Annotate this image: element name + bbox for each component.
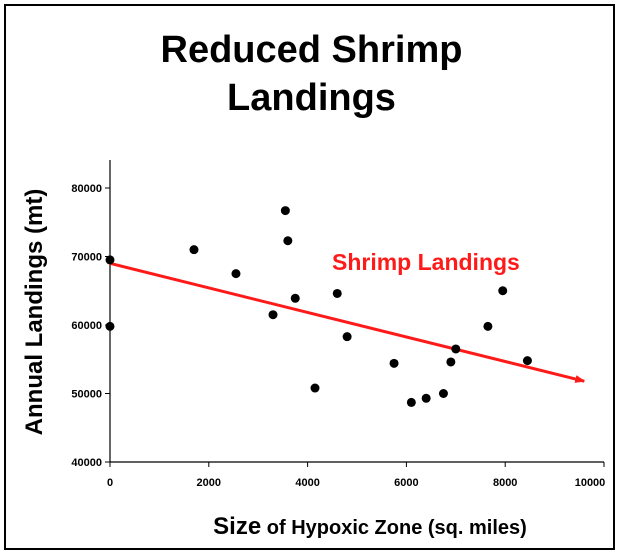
data-point bbox=[268, 310, 278, 320]
x-tick-label: 8000 bbox=[493, 477, 517, 489]
trend-line bbox=[109, 261, 586, 383]
x-axis-label: Size of Hypoxic Zone (sq. miles) bbox=[213, 513, 527, 540]
x-tick-label: 0 bbox=[107, 477, 113, 489]
data-point bbox=[522, 356, 532, 366]
data-point bbox=[189, 245, 199, 255]
data-point bbox=[310, 383, 320, 393]
y-tick-label: 80000 bbox=[71, 183, 102, 195]
data-point bbox=[446, 357, 456, 367]
y-tick-label: 50000 bbox=[71, 389, 102, 401]
x-axis-label-rest: of Hypoxic Zone (sq. miles) bbox=[261, 517, 527, 539]
data-point bbox=[105, 321, 115, 331]
x-tick-label: 6000 bbox=[394, 477, 418, 489]
data-point bbox=[438, 389, 448, 398]
data-point bbox=[498, 286, 508, 296]
data-points bbox=[105, 206, 532, 407]
data-point bbox=[290, 293, 300, 303]
x-axis-label-bold: Size bbox=[213, 513, 261, 540]
data-point bbox=[421, 393, 431, 403]
trend-line-group bbox=[109, 261, 586, 383]
chart-title-line-1: Reduced Shrimp bbox=[160, 29, 463, 71]
x-tick-label: 4000 bbox=[295, 477, 319, 489]
x-tick-label: 10000 bbox=[575, 477, 606, 489]
y-tick-label: 40000 bbox=[71, 457, 102, 469]
data-point bbox=[451, 344, 461, 354]
data-point bbox=[389, 358, 399, 368]
y-axis-label: Annual Landings (mt) bbox=[21, 189, 48, 436]
chart-title: Reduced Shrimp Landings bbox=[6, 26, 617, 122]
chart-title-line-2: Landings bbox=[227, 77, 396, 119]
y-tick-label: 60000 bbox=[71, 320, 102, 332]
data-point bbox=[283, 236, 293, 246]
chart-frame: Reduced Shrimp Landings bbox=[4, 4, 615, 550]
axes bbox=[109, 160, 604, 463]
data-point bbox=[342, 332, 352, 342]
trend-annotation: Shrimp Landings bbox=[332, 249, 520, 275]
data-point bbox=[231, 269, 241, 279]
data-point bbox=[280, 206, 290, 216]
y-axis-ticks: 40000 50000 60000 70000 80000 bbox=[71, 183, 110, 469]
x-axis-ticks: 0 2000 4000 6000 8000 10000 bbox=[107, 462, 605, 489]
data-point bbox=[483, 321, 493, 331]
data-point bbox=[406, 397, 416, 407]
data-point bbox=[332, 288, 342, 298]
x-tick-label: 2000 bbox=[197, 477, 221, 489]
data-point bbox=[105, 255, 115, 265]
y-tick-label: 70000 bbox=[71, 252, 102, 264]
